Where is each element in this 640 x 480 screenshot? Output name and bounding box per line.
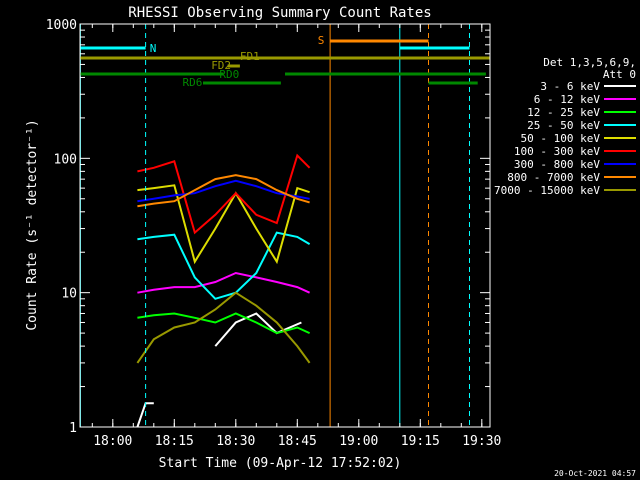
legend-label: 25 - 50 keV <box>527 119 600 132</box>
legend-label: 100 - 300 keV <box>514 145 600 158</box>
fd1-label: FD1 <box>240 50 260 63</box>
series-layer <box>136 153 311 428</box>
x-tick-label: 19:30 <box>462 434 501 449</box>
y-tick-label: 100 <box>54 152 77 167</box>
y-axis-label: Count Rate (s⁻¹ detector⁻¹) <box>25 119 40 330</box>
legend-label: 3 - 6 keV <box>540 80 600 93</box>
x-axis: 18:00 18:15 18:30 18:45 19:00 19:15 19:30 <box>91 24 501 449</box>
chart-title: RHESSI Observing Summary Count Rates <box>128 5 431 21</box>
plot-frame <box>79 23 491 428</box>
x-tick-label: 18:45 <box>278 434 317 449</box>
rd6-label: RD6 <box>183 76 203 89</box>
series-line <box>137 231 311 300</box>
legend-label: 6 - 12 keV <box>534 93 601 106</box>
series-line <box>137 271 311 294</box>
y-tick-label: 1 <box>69 421 77 436</box>
legend-header-line-1: Det 1,3,5,6,9, <box>543 56 636 69</box>
series-line <box>137 174 310 208</box>
y-tick-label: 10 <box>61 287 77 302</box>
legend-label: 50 - 100 keV <box>521 132 601 145</box>
series-line <box>137 153 311 235</box>
rd0-label: RD0 <box>219 68 239 81</box>
series-line <box>136 291 311 364</box>
x-tick-label: 18:15 <box>155 434 194 449</box>
x-tick-label: 19:15 <box>401 434 440 449</box>
legend-label: 7000 - 15000 keV <box>494 184 600 197</box>
legend-label: 300 - 800 keV <box>514 158 600 171</box>
saa-label: S <box>318 34 325 47</box>
fd2-label: FD2 <box>211 59 231 72</box>
x-tick-label: 18:30 <box>216 434 255 449</box>
night-label: N <box>150 42 157 55</box>
x-tick-label: 19:00 <box>339 434 378 449</box>
y-tick-label: 1000 <box>46 18 77 33</box>
x-tick-label: 18:00 <box>93 434 132 449</box>
series-line <box>137 312 311 335</box>
legend-header-line-2: Att 0 <box>603 68 636 81</box>
legend-label: 12 - 25 keV <box>527 106 600 119</box>
footer-date: 20-Oct-2021 04:57 <box>554 469 636 478</box>
legend-label: 800 - 7000 keV <box>507 171 600 184</box>
series-line <box>137 184 310 265</box>
x-axis-label: Start Time (09-Apr-12 17:52:02) <box>159 456 402 471</box>
y-axis: 1 10 100 1000 <box>46 18 490 436</box>
